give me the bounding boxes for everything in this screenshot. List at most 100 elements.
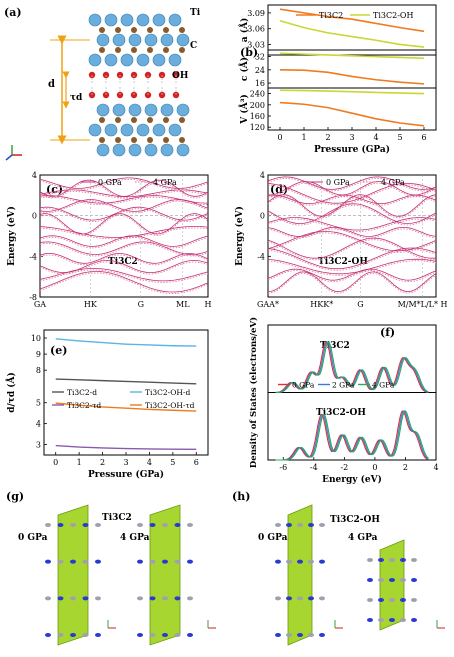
x-tick-label: 6 bbox=[194, 458, 199, 467]
isosurface-lobe bbox=[174, 633, 181, 637]
legend-label: 0 GPa bbox=[326, 178, 350, 187]
isosurface-lobe bbox=[137, 523, 143, 527]
ti-atom bbox=[168, 13, 182, 27]
atom-label-ti: Ti bbox=[190, 8, 201, 18]
k-point-label: H bbox=[205, 300, 212, 309]
c-atom bbox=[147, 27, 153, 33]
isosurface-lobe bbox=[308, 633, 314, 637]
c-atom bbox=[163, 27, 169, 33]
panel-label-e: (e) bbox=[50, 344, 67, 357]
isosurface-lobe bbox=[82, 523, 89, 527]
x-axis-label: Pressure (GPa) bbox=[314, 144, 390, 155]
band-line bbox=[267, 194, 437, 217]
band-line bbox=[39, 272, 209, 295]
ti-atom bbox=[96, 143, 110, 157]
isosurface-lobe bbox=[45, 523, 51, 527]
isosurface-lobe bbox=[82, 559, 89, 564]
isosurface-lobe bbox=[400, 598, 406, 602]
isosurface-lobe bbox=[286, 596, 292, 601]
y-tick-label: 4 bbox=[32, 171, 37, 180]
isosurface-lobe bbox=[137, 596, 143, 601]
c-atom bbox=[163, 117, 169, 123]
isosurface-lobe bbox=[286, 523, 292, 527]
isosurface-lobe bbox=[319, 633, 325, 637]
y-tick-label: 9 bbox=[36, 350, 41, 359]
charge-density-slabs-h bbox=[275, 504, 417, 646]
legend-label: Ti3C2-OH bbox=[373, 11, 413, 20]
k-point-label: G bbox=[357, 300, 363, 309]
y-axis-label: Energy (eV) bbox=[234, 206, 245, 266]
ti-atom bbox=[136, 53, 150, 67]
band-line bbox=[39, 200, 209, 214]
atom-label-oh: OH bbox=[172, 71, 189, 81]
legend-label: Ti3C2 bbox=[319, 11, 343, 20]
isosurface-lobe bbox=[389, 618, 395, 622]
x-axis-label: Pressure (GPa) bbox=[88, 469, 164, 480]
y-tick-label: 5 bbox=[36, 399, 41, 408]
y-tick-label: 10 bbox=[31, 334, 41, 343]
ti-atom bbox=[88, 123, 102, 137]
isosurface-lobe bbox=[95, 596, 101, 601]
y-tick-label: 8 bbox=[36, 366, 41, 375]
c-atom bbox=[179, 117, 185, 123]
legend-label: 0 GPa bbox=[98, 178, 122, 187]
isosurface-lobe bbox=[275, 633, 281, 637]
x-tick-label: -4 bbox=[310, 463, 318, 472]
band-line bbox=[267, 177, 437, 192]
dos-line bbox=[275, 341, 429, 394]
isosurface-lobe bbox=[297, 559, 303, 564]
isosurface-lobe bbox=[70, 596, 76, 601]
ti-atom bbox=[120, 13, 134, 27]
x-tick-label: -2 bbox=[340, 463, 348, 472]
isosurface-lobe bbox=[286, 633, 292, 637]
compound-label-g: Ti3C2 bbox=[102, 513, 132, 523]
isosurface-lobe bbox=[308, 559, 314, 564]
c-atom bbox=[115, 47, 121, 53]
ti-atom bbox=[136, 13, 150, 27]
isosurface-lobe bbox=[275, 523, 281, 527]
band-line bbox=[267, 183, 437, 204]
y-tick-label: 3 bbox=[36, 441, 41, 450]
isosurface-lobe bbox=[378, 598, 384, 602]
c-atom bbox=[131, 27, 137, 33]
y-tick-label: 120 bbox=[250, 123, 265, 132]
x-tick-label: 2 bbox=[403, 463, 408, 472]
band-line bbox=[267, 239, 437, 261]
isosurface-lobe bbox=[57, 596, 64, 601]
legend-label: 0 GPa bbox=[292, 381, 315, 390]
x-tick-label: 2 bbox=[325, 133, 330, 142]
band-line bbox=[39, 226, 209, 238]
y-tick-label: 0 bbox=[260, 212, 265, 221]
panel-label-f: (f) bbox=[380, 326, 395, 339]
ti-atom bbox=[168, 53, 182, 67]
atom-label-c: C bbox=[190, 41, 197, 51]
band-line bbox=[39, 181, 209, 199]
isosurface-lobe bbox=[411, 598, 417, 602]
band-line bbox=[39, 196, 208, 206]
band-line bbox=[268, 181, 437, 196]
isosurface-lobe bbox=[162, 596, 168, 601]
isosurface-lobe bbox=[400, 578, 406, 582]
series-line bbox=[279, 52, 425, 60]
compound-label-c: Ti3C2 bbox=[108, 257, 138, 267]
dim-label-d: d bbox=[48, 79, 55, 90]
band-line bbox=[39, 177, 209, 189]
ti-atom bbox=[120, 123, 134, 137]
x-tick-label: 0 bbox=[277, 133, 282, 142]
isosurface-lobe bbox=[45, 559, 51, 564]
c-atom bbox=[179, 47, 185, 53]
isosurface-lobe bbox=[319, 596, 325, 601]
isosurface-lobe bbox=[389, 598, 395, 602]
band-line bbox=[268, 182, 437, 197]
c-atom bbox=[99, 137, 105, 143]
series-line bbox=[279, 69, 425, 85]
pressure-label-h-left: 0 GPa bbox=[258, 533, 288, 543]
ti-atom bbox=[152, 53, 166, 67]
compound-label-h: Ti3C2-OH bbox=[330, 515, 380, 525]
ti-atom bbox=[144, 33, 158, 47]
x-tick-label: 4 bbox=[147, 458, 152, 467]
ti-atom bbox=[120, 53, 134, 67]
isosurface-lobe bbox=[57, 633, 64, 637]
